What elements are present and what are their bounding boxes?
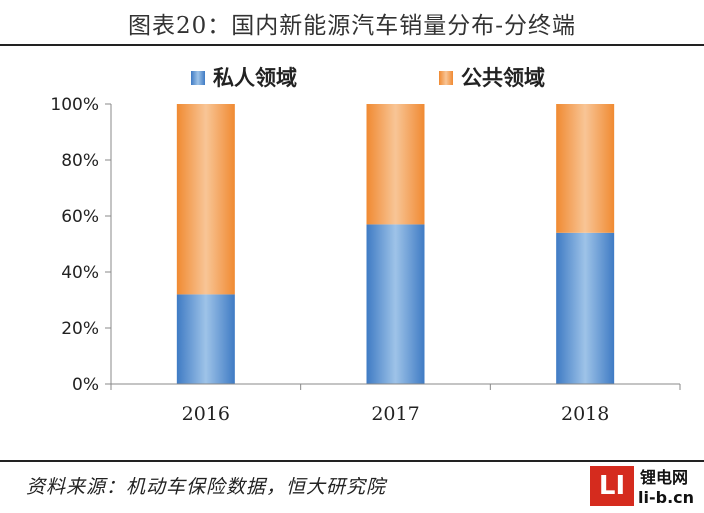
bars <box>176 104 615 384</box>
y-tick-label: 80% <box>61 151 99 171</box>
bar-private-2016 <box>176 294 235 384</box>
legend: 私人领域 公共领域 <box>191 66 545 90</box>
x-tick-label: 2016 <box>182 403 230 425</box>
watermark-site-cn: 锂电网 <box>640 468 689 487</box>
x-axis: 2016 2017 2018 <box>110 383 681 425</box>
legend-label-public: 公共领域 <box>461 66 545 90</box>
y-axis: 0% 20% 40% 60% 80% 100% <box>50 95 112 395</box>
chart: 私人领域 公共领域 0% 20% 40% 60% 80% 100% 2016 2017 2018 <box>50 66 681 425</box>
footer-rule <box>0 460 704 462</box>
source-note: 资料来源：机动车保险数据，恒大研究院 <box>26 476 387 498</box>
legend-label-private: 私人领域 <box>213 66 297 90</box>
bar-public-2018 <box>556 104 615 233</box>
bar-public-2016 <box>176 104 235 295</box>
title-rule <box>0 44 704 46</box>
x-tick-label: 2018 <box>561 403 609 425</box>
y-tick-label: 40% <box>61 263 99 283</box>
x-tick-label: 2017 <box>371 403 419 425</box>
y-tick-label: 0% <box>72 375 99 395</box>
watermark-logo: LI <box>590 466 634 506</box>
y-tick-label: 100% <box>50 95 99 115</box>
legend-swatch-private <box>191 71 205 85</box>
chart-title: 图表20：国内新能源汽车销量分布-分终端 <box>127 13 577 39</box>
bar-public-2017 <box>366 104 425 225</box>
y-tick-label: 60% <box>61 207 99 227</box>
legend-swatch-public <box>439 71 453 85</box>
watermark-site-en: li-b.cn <box>638 488 695 507</box>
bar-private-2018 <box>556 232 615 384</box>
bar-private-2017 <box>366 224 425 384</box>
y-tick-label: 20% <box>61 319 99 339</box>
